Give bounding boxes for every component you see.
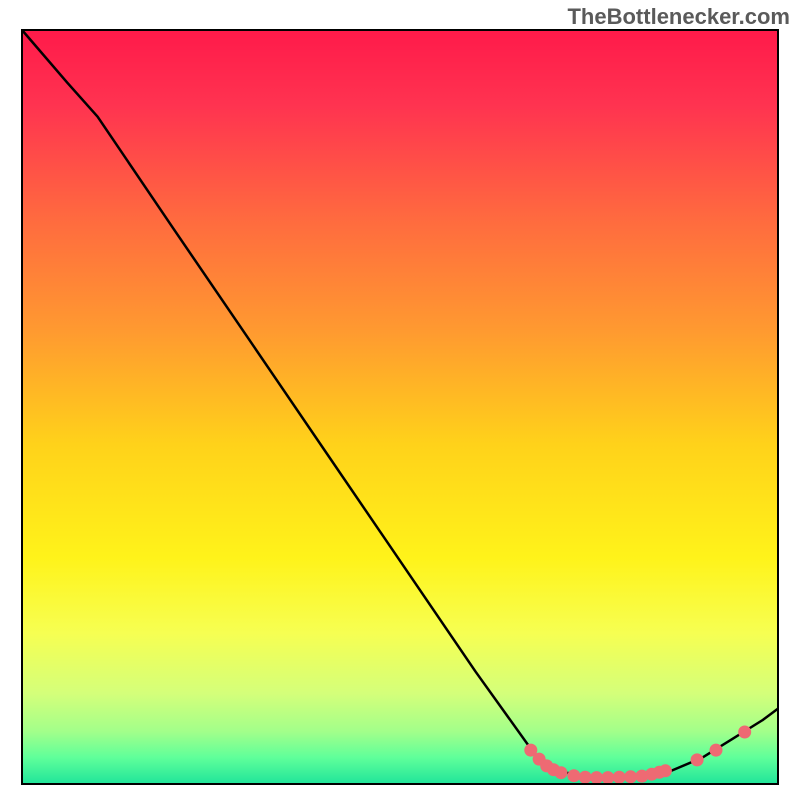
data-marker [738,726,751,739]
data-marker [710,744,723,757]
data-marker [555,766,568,779]
data-marker [624,770,637,783]
data-marker [613,771,626,784]
plot-background [22,30,778,784]
data-marker [601,771,614,784]
watermark-text: TheBottlenecker.com [567,4,790,30]
data-marker [567,769,580,782]
chart-container: TheBottlenecker.com [0,0,800,800]
data-marker [691,753,704,766]
data-marker [590,771,603,784]
data-marker [579,771,592,784]
data-marker [659,764,672,777]
chart-svg [0,0,800,800]
